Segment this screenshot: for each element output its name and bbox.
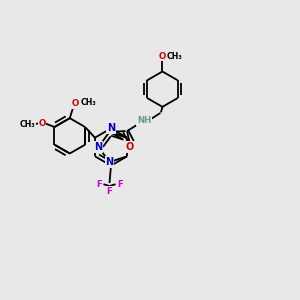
Text: NH: NH [137, 116, 151, 125]
Text: O: O [158, 52, 166, 61]
Text: O: O [72, 99, 79, 108]
Text: N: N [94, 142, 103, 152]
Text: F: F [106, 187, 112, 196]
Text: CH₃: CH₃ [20, 120, 35, 129]
Text: F: F [117, 180, 123, 189]
Text: F: F [96, 180, 102, 189]
Text: N: N [105, 157, 113, 167]
Text: CH₃: CH₃ [166, 52, 182, 62]
Text: CH₃: CH₃ [81, 98, 97, 107]
Text: N: N [107, 123, 115, 134]
Text: O: O [38, 119, 46, 128]
Text: O: O [126, 142, 134, 152]
